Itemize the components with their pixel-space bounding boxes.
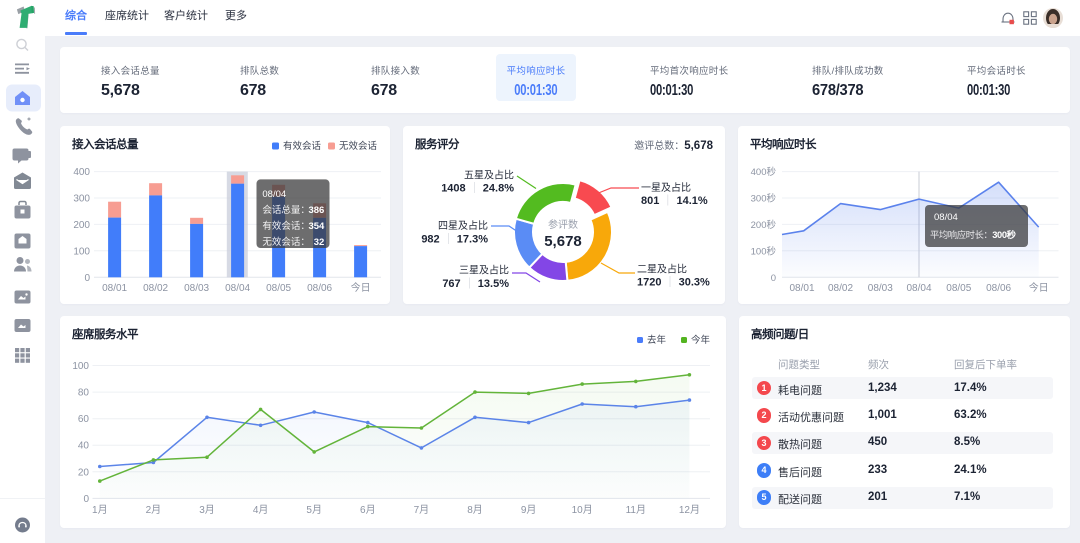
svg-text:08/05: 08/05 bbox=[266, 283, 291, 294]
svg-text:6月: 6月 bbox=[360, 504, 376, 516]
svg-text:五星及占比: 五星及占比 bbox=[464, 169, 514, 182]
svg-text:08/04: 08/04 bbox=[262, 189, 286, 200]
svg-text:平均响应时长：300秒: 平均响应时长：300秒 bbox=[930, 229, 1017, 240]
svg-text:400: 400 bbox=[73, 167, 90, 178]
svg-text:08/04: 08/04 bbox=[225, 283, 250, 294]
svg-text:1月: 1月 bbox=[92, 504, 108, 516]
svg-text:8月: 8月 bbox=[467, 504, 483, 516]
svg-text:三星及占比: 三星及占比 bbox=[459, 264, 509, 277]
svg-text:08/06: 08/06 bbox=[986, 283, 1011, 294]
svg-text:08/06: 08/06 bbox=[307, 283, 332, 294]
svg-text:0: 0 bbox=[83, 494, 89, 505]
svg-text:300: 300 bbox=[73, 194, 90, 205]
svg-text:08/01: 08/01 bbox=[789, 283, 814, 294]
svg-text:12月: 12月 bbox=[679, 504, 700, 516]
svg-text:一星及占比: 一星及占比 bbox=[641, 181, 691, 194]
svg-text:2月: 2月 bbox=[146, 504, 162, 516]
svg-text:11月: 11月 bbox=[626, 504, 646, 516]
svg-text:5,678: 5,678 bbox=[544, 233, 582, 250]
svg-text:32: 32 bbox=[314, 237, 325, 248]
svg-text:会话总量：: 会话总量： bbox=[262, 204, 310, 216]
svg-text:354: 354 bbox=[308, 221, 325, 232]
svg-text:200: 200 bbox=[73, 220, 90, 231]
svg-text:100: 100 bbox=[72, 361, 89, 372]
svg-text:4月: 4月 bbox=[253, 504, 269, 516]
svg-text:3月: 3月 bbox=[199, 504, 215, 516]
svg-text:08/04: 08/04 bbox=[934, 212, 958, 223]
svg-text:无效会话: 无效会话 bbox=[339, 140, 378, 152]
svg-text:08/05: 08/05 bbox=[946, 283, 971, 294]
svg-text:有效会话：: 有效会话： bbox=[262, 220, 310, 232]
svg-text:四星及占比: 四星及占比 bbox=[438, 219, 488, 232]
svg-text:200秒: 200秒 bbox=[751, 219, 777, 231]
svg-text:1720 ｜ 30.3%: 1720 ｜ 30.3% bbox=[637, 276, 710, 289]
svg-text:08/03: 08/03 bbox=[868, 283, 893, 294]
svg-text:5月: 5月 bbox=[306, 504, 322, 516]
svg-text:今日: 今日 bbox=[351, 281, 371, 294]
svg-text:08/03: 08/03 bbox=[184, 283, 209, 294]
svg-text:20: 20 bbox=[78, 467, 90, 478]
svg-text:801 ｜ 14.1%: 801 ｜ 14.1% bbox=[641, 194, 708, 207]
svg-text:0: 0 bbox=[84, 273, 90, 284]
svg-text:40: 40 bbox=[78, 441, 90, 452]
svg-text:去年: 去年 bbox=[647, 334, 667, 346]
svg-text:08/02: 08/02 bbox=[143, 283, 168, 294]
svg-text:无效会话：: 无效会话： bbox=[262, 236, 310, 248]
svg-text:今年: 今年 bbox=[691, 334, 711, 346]
svg-text:参评数: 参评数 bbox=[548, 218, 578, 231]
svg-text:08/02: 08/02 bbox=[828, 283, 853, 294]
svg-text:7月: 7月 bbox=[414, 504, 430, 516]
svg-text:10月: 10月 bbox=[572, 504, 593, 516]
svg-text:767 ｜ 13.5%: 767 ｜ 13.5% bbox=[442, 277, 509, 290]
svg-text:982 ｜ 17.3%: 982 ｜ 17.3% bbox=[421, 233, 488, 246]
svg-text:有效会话: 有效会话 bbox=[283, 140, 322, 152]
svg-text:400秒: 400秒 bbox=[751, 166, 777, 178]
svg-text:今日: 今日 bbox=[1029, 281, 1049, 294]
svg-text:08/04: 08/04 bbox=[906, 283, 931, 294]
svg-text:300秒: 300秒 bbox=[751, 193, 777, 205]
svg-text:100秒: 100秒 bbox=[751, 245, 777, 257]
svg-text:100: 100 bbox=[73, 246, 90, 257]
svg-text:1408 ｜ 24.8%: 1408 ｜ 24.8% bbox=[441, 182, 514, 195]
svg-text:80: 80 bbox=[78, 388, 90, 399]
svg-text:386: 386 bbox=[308, 205, 324, 216]
svg-text:9月: 9月 bbox=[521, 504, 537, 516]
svg-text:0: 0 bbox=[771, 273, 776, 284]
svg-text:08/01: 08/01 bbox=[102, 283, 127, 294]
svg-text:60: 60 bbox=[78, 414, 90, 425]
svg-text:二星及占比: 二星及占比 bbox=[637, 262, 687, 275]
